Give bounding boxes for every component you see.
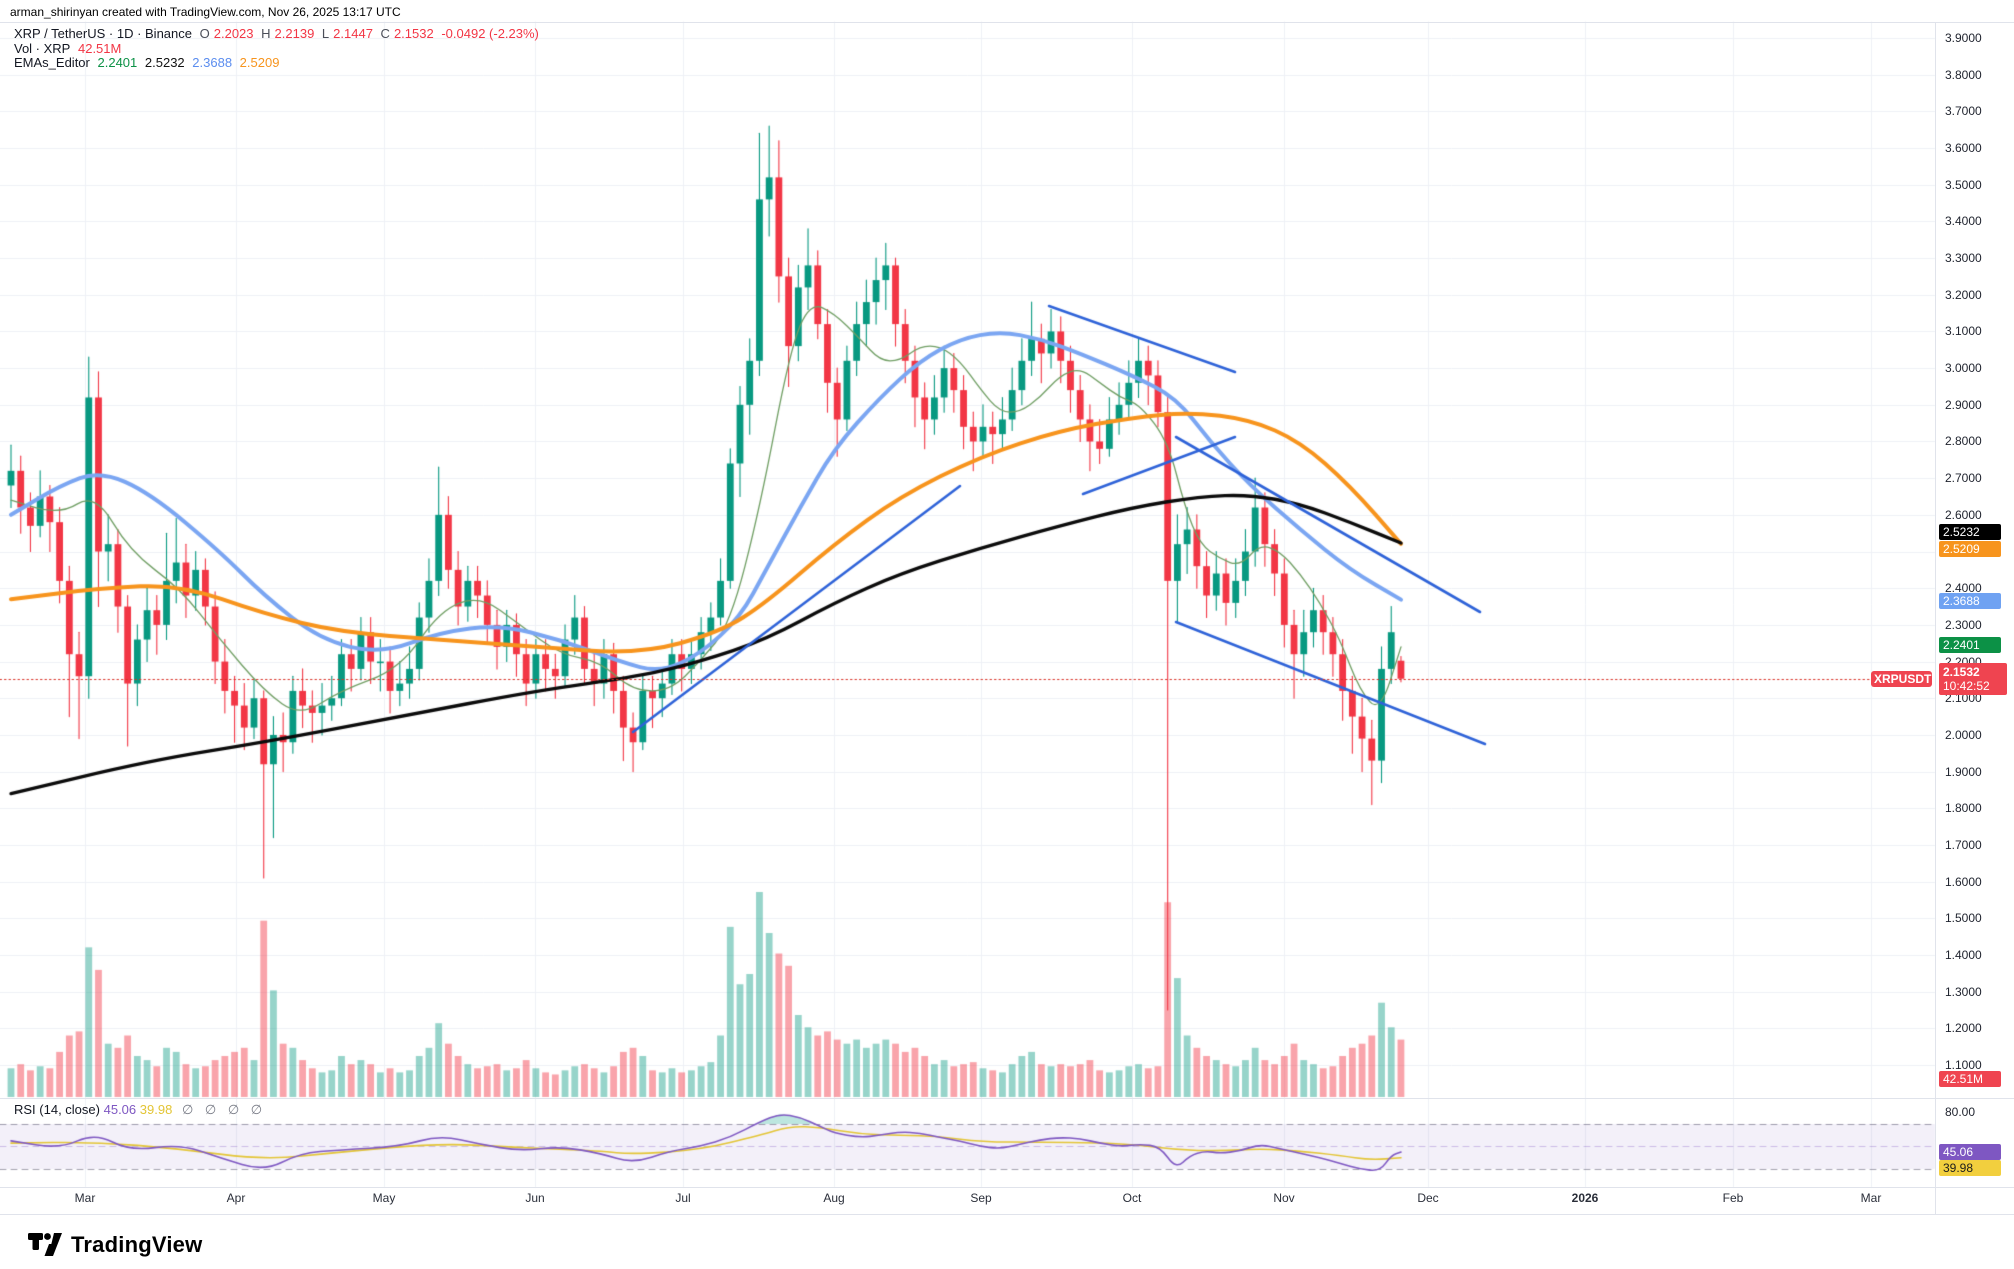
legend-emas-row: EMAs_Editor 2.2401 2.5232 2.3688 2.5209 <box>14 55 283 70</box>
volume-label[interactable]: Vol · XRP <box>14 41 71 56</box>
price-tick-label: 3.2000 <box>1945 287 1982 302</box>
price-tick-label: 3.5000 <box>1945 177 1982 192</box>
price-tick-label: 1.1000 <box>1945 1058 1982 1073</box>
price-tick-label: 1.2000 <box>1945 1021 1982 1036</box>
time-axis-label: Nov <box>1273 1191 1295 1205</box>
pane-divider[interactable] <box>0 1098 2014 1099</box>
rsi-legend-row: RSI (14, close) 45.06 39.98 ∅ ∅ ∅ ∅ <box>14 1102 266 1118</box>
price-tick-label: 2.9000 <box>1945 397 1982 412</box>
last-price-value: 2.1532 <box>1943 665 1980 679</box>
axis-divider <box>0 1187 2014 1188</box>
change-value: -0.0492 (-2.23%) <box>441 26 539 41</box>
price-tick-label: 2.6000 <box>1945 507 1982 522</box>
emas-editor-label[interactable]: EMAs_Editor <box>14 55 90 70</box>
price-tick-label: 3.4000 <box>1945 214 1982 229</box>
price-tick-label: 3.7000 <box>1945 104 1982 119</box>
time-axis-label: Mar <box>74 1191 96 1205</box>
price-tick-label: 3.8000 <box>1945 67 1982 82</box>
volume-value: 42.51M <box>77 41 122 56</box>
last-price-symbol-badge: XRPUSDT <box>1871 671 1932 687</box>
rsi-label[interactable]: RSI (14, close) <box>14 1102 100 1117</box>
ohlc-high-value: 2.2139 <box>274 26 315 41</box>
last-price-badge: 2.1532 10:42:52 <box>1939 663 2007 695</box>
attribution-text: arman_shirinyan created with TradingView… <box>10 5 401 19</box>
price-tick-label: 1.6000 <box>1945 874 1982 889</box>
ohlc-close-value: 2.1532 <box>393 26 434 41</box>
axis-value-badge: 2.5232 <box>1939 524 2001 540</box>
bar-countdown: 10:42:52 <box>1943 679 1990 693</box>
bottom-divider <box>0 1214 2014 1215</box>
time-axis-label: Oct <box>1122 1191 1142 1205</box>
rsi-tick-label: 80.00 <box>1945 1105 1976 1119</box>
price-tick-label: 3.0000 <box>1945 361 1982 376</box>
price-tick-label: 2.8000 <box>1945 434 1982 449</box>
price-tick-label: 1.4000 <box>1945 948 1982 962</box>
price-tick-label: 2.0000 <box>1945 727 1982 742</box>
header-divider <box>0 22 2014 23</box>
price-tick-label: 1.3000 <box>1945 984 1982 999</box>
legend-volume-row: Vol · XRP 42.51M <box>14 41 125 56</box>
axis-value-badge: 39.98 <box>1939 1160 2001 1176</box>
axis-value-badge: 42.51M <box>1939 1071 2001 1087</box>
time-axis-label: May <box>372 1191 396 1205</box>
axis-value-badge: 45.06 <box>1939 1144 2001 1160</box>
ohlc-high-label: H <box>261 26 271 41</box>
ema-value-black: 2.5232 <box>144 55 185 70</box>
price-tick-label: 1.8000 <box>1945 801 1982 816</box>
time-axis-label: Sep <box>970 1191 992 1205</box>
rsi-hidden-values: ∅ ∅ ∅ ∅ <box>181 1102 267 1117</box>
ema-value-orange: 2.5209 <box>239 55 280 70</box>
ema-value-green: 2.2401 <box>97 55 138 70</box>
symbol-title[interactable]: XRP / TetherUS · 1D · Binance <box>14 26 192 41</box>
rsi-ma-value: 39.98 <box>139 1102 173 1117</box>
time-axis-label: Dec <box>1417 1191 1439 1205</box>
price-tick-label: 1.9000 <box>1945 764 1982 779</box>
price-tick-label: 3.1000 <box>1945 324 1982 339</box>
time-axis-label: Feb <box>1722 1191 1744 1205</box>
axis-value-badge: 2.3688 <box>1939 593 2001 609</box>
price-tick-label: 3.3000 <box>1945 251 1982 266</box>
time-axis-label: Jun <box>525 1191 545 1205</box>
price-tick-label: 2.4000 <box>1945 581 1982 596</box>
price-axis-divider <box>1935 22 1936 1215</box>
time-axis-label: 2026 <box>1571 1191 1599 1205</box>
axis-value-badge: 2.5209 <box>1939 541 2001 557</box>
ohlc-open-label: O <box>199 26 210 41</box>
price-tick-label: 3.9000 <box>1945 31 1982 45</box>
price-tick-label: 1.7000 <box>1945 837 1982 852</box>
ohlc-close-label: C <box>380 26 390 41</box>
tradingview-logo-icon <box>28 1233 62 1256</box>
tradingview-logo[interactable]: TradingView <box>28 1232 202 1258</box>
time-axis-label: Jul <box>675 1191 691 1205</box>
ohlc-open-value: 2.2023 <box>213 26 254 41</box>
rsi-value: 45.06 <box>103 1102 137 1117</box>
time-axis-label: Apr <box>226 1191 246 1205</box>
price-tick-label: 3.6000 <box>1945 141 1982 156</box>
ohlc-low-label: L <box>321 26 330 41</box>
tradingview-logo-text: TradingView <box>71 1232 203 1257</box>
ohlc-low-value: 2.1447 <box>333 26 373 41</box>
ema-value-blue: 2.3688 <box>192 55 233 70</box>
price-tick-label: 2.7000 <box>1945 471 1982 486</box>
axis-value-badge: 2.2401 <box>1939 637 2001 653</box>
time-axis-label: Mar <box>1860 1191 1882 1205</box>
price-tick-label: 1.5000 <box>1945 911 1982 926</box>
time-axis-label: Aug <box>823 1191 845 1205</box>
price-tick-label: 2.3000 <box>1945 617 1982 632</box>
